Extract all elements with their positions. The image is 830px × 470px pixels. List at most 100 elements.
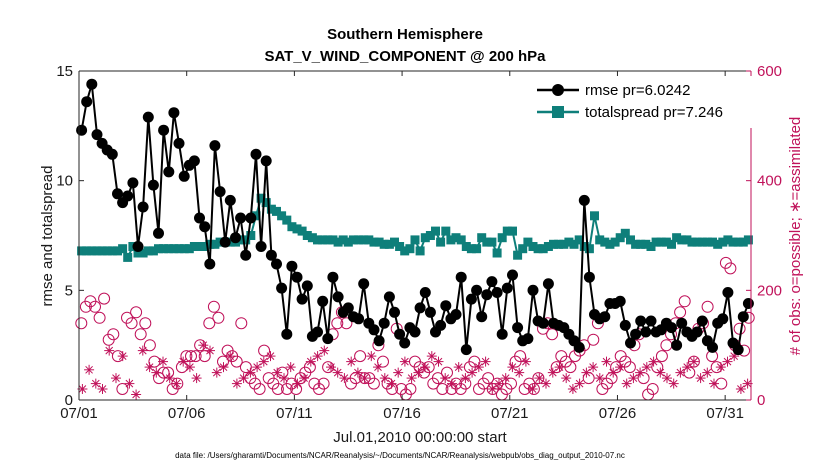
obs-assimilated-point <box>520 356 531 367</box>
rmse-point <box>127 177 139 189</box>
rmse-point <box>353 313 365 325</box>
obs-assimilated-point <box>272 367 283 378</box>
spread-point <box>523 237 533 247</box>
spread-point <box>87 246 97 256</box>
obs-possible-point <box>331 317 344 330</box>
spread-point <box>487 237 497 247</box>
rmse-point <box>255 241 267 252</box>
obs-assimilated-point <box>668 378 679 389</box>
spread-point <box>626 235 635 245</box>
obs-assimilated-stroke <box>259 357 268 366</box>
spread-point <box>595 235 605 245</box>
spread-point <box>364 235 374 245</box>
obs-possible-point <box>116 383 129 395</box>
spread-point <box>692 237 702 247</box>
rmse-point <box>178 170 190 182</box>
spread-point <box>333 237 343 247</box>
x-tick-label: 07/01 <box>60 405 98 422</box>
obs-assimilated-point <box>258 356 269 367</box>
obs-assimilated-point <box>111 373 121 384</box>
obs-assimilated-point <box>184 362 195 373</box>
obs-assimilated-point <box>695 373 706 384</box>
obs-assimilated-stroke <box>542 379 550 388</box>
obs-assimilated-stroke <box>582 368 591 377</box>
obs-assimilated-stroke <box>488 385 497 393</box>
spread-point <box>272 206 281 216</box>
obs-possible-point <box>258 344 271 357</box>
obs-assimilated-point <box>467 367 478 378</box>
obs-assimilated-stroke <box>306 357 315 366</box>
x-tick-label: 07/31 <box>706 405 744 422</box>
rmse-point <box>486 276 498 288</box>
rmse-point <box>158 124 170 136</box>
obs-assimilated-stroke <box>239 374 248 382</box>
obs-assimilated-stroke <box>636 368 644 377</box>
obs-assimilated-stroke <box>266 352 275 360</box>
obs-assimilated-stroke <box>421 363 429 371</box>
rmse-point <box>440 300 452 312</box>
obs-assimilated-point <box>332 367 343 378</box>
obs-assimilated-stroke <box>186 363 194 371</box>
obs-assimilated-point <box>735 384 746 394</box>
spread-point <box>236 235 246 245</box>
spread-point <box>559 239 569 249</box>
spread-point <box>528 242 538 251</box>
obs-assimilated-point <box>205 345 215 356</box>
obs-assimilated-point <box>238 373 249 384</box>
obs-assimilated-point <box>198 340 209 351</box>
obs-assimilated-point <box>514 367 525 378</box>
spread-point <box>425 231 435 240</box>
obs-assimilated-point <box>366 351 377 362</box>
spread-point <box>251 211 261 221</box>
rmse-point <box>450 309 462 320</box>
spread-point <box>446 235 456 245</box>
obs-assimilated-stroke <box>253 363 261 371</box>
obs-assimilated-stroke <box>199 341 208 350</box>
obs-assimilated-stroke <box>743 379 752 388</box>
obs-assimilated-point <box>178 356 189 367</box>
obs-assimilated-point <box>541 378 551 389</box>
rmse-point <box>717 313 729 325</box>
obs-assimilated-stroke <box>105 346 114 355</box>
obs-possible-point <box>253 383 266 395</box>
rmse-point <box>471 284 483 296</box>
obs-assimilated-stroke <box>374 363 382 371</box>
rmse-point <box>327 271 339 283</box>
spread-point <box>384 239 394 249</box>
obs-assimilated-stroke <box>555 363 564 371</box>
obs-assimilated-point <box>507 362 518 373</box>
obs-assimilated-point <box>84 364 95 375</box>
spread-point <box>466 244 476 254</box>
obs-possible-point <box>271 383 284 395</box>
rmse-point <box>235 212 247 224</box>
obs-assimilated-stroke <box>347 357 356 366</box>
obs-possible-point <box>93 311 106 324</box>
rmse-point <box>112 188 123 200</box>
obs-possible-point <box>724 262 737 275</box>
obs-assimilated-point <box>447 378 457 389</box>
obs-assimilated-point <box>648 356 659 367</box>
rmse-point <box>368 324 380 336</box>
obs-assimilated-point <box>433 356 444 367</box>
spread-point <box>718 237 728 247</box>
obs-assimilated-stroke <box>441 374 450 382</box>
spread-point <box>451 233 461 243</box>
spread-point <box>179 244 189 254</box>
obs-assimilated-point <box>406 373 417 384</box>
obs-assimilated-stroke <box>575 379 584 388</box>
obs-assimilated-stroke <box>690 357 698 366</box>
spread-point <box>733 237 743 247</box>
spread-point <box>123 252 133 262</box>
obs-assimilated-stroke <box>246 368 255 377</box>
obs-assimilated-stroke <box>535 374 544 382</box>
spread-point <box>323 235 333 245</box>
spread-point <box>297 226 307 236</box>
obs-assimilated-point <box>722 356 733 367</box>
spread-point <box>241 235 251 245</box>
spread-point <box>641 239 651 249</box>
rmse-point <box>507 269 518 281</box>
rmse-point <box>173 137 185 149</box>
obs-series <box>75 256 755 401</box>
obs-assimilated-stroke <box>676 368 685 377</box>
